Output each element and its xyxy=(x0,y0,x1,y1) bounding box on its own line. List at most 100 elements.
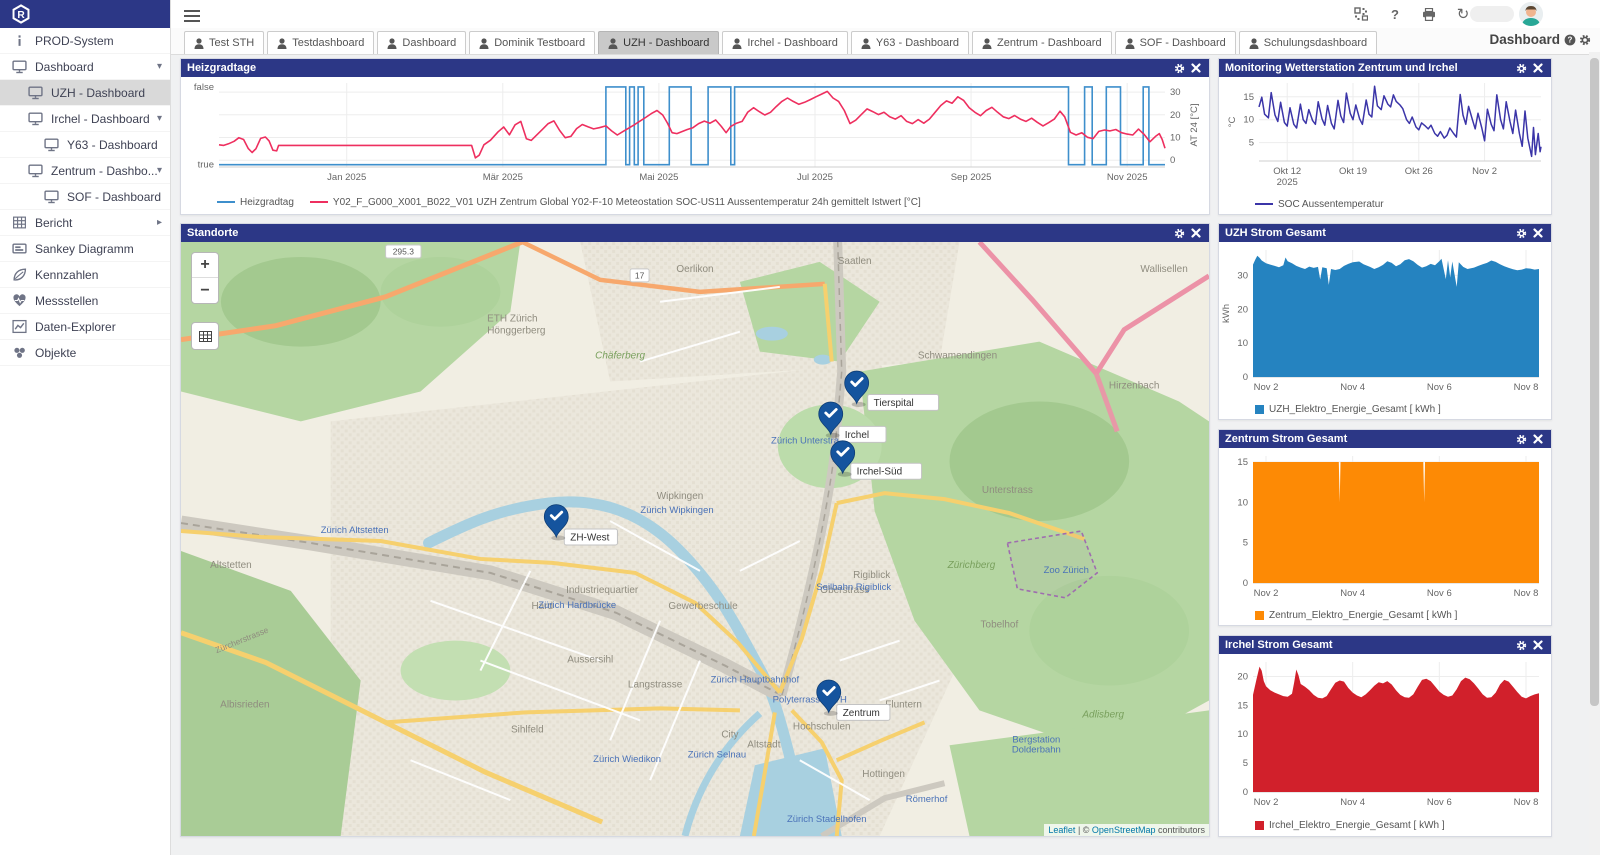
heizgradtage-chart[interactable]: Jan 2025 Mär 2025 Mai 2025 Jul 2025 Sep 2025… xyxy=(181,77,1209,189)
panel-uzh-strom-header[interactable]: UZH Strom Gesamt xyxy=(1219,224,1551,242)
sidebar-item-bericht[interactable]: Bericht ▸ xyxy=(0,210,170,236)
sidebar-item-irchel-dashboard[interactable]: Irchel - Dashboard ▾ xyxy=(0,106,170,132)
panel-settings-icon[interactable] xyxy=(1514,432,1528,446)
zentrum-strom-chart[interactable]: Nov 2 Nov 4 Nov 6 Nov 8 0 5 10 15 xyxy=(1219,448,1551,603)
monitor-icon xyxy=(28,111,43,126)
chevron-right-icon[interactable]: ▸ xyxy=(156,217,162,228)
panel-close-icon[interactable] xyxy=(1531,638,1545,652)
map-pin-icon[interactable] xyxy=(830,440,856,477)
user-area[interactable] xyxy=(1470,6,1514,22)
map-layers-button[interactable] xyxy=(191,322,219,350)
svg-text:R: R xyxy=(17,10,25,21)
svg-text:AT 24 [°C]: AT 24 [°C] xyxy=(1189,103,1200,146)
tab-uzh-dashboard[interactable]: UZH - Dashboard xyxy=(598,31,720,54)
menu-toggle-icon[interactable] xyxy=(184,7,200,22)
map-marker-irchel[interactable]: Irchel xyxy=(818,401,887,443)
panel-close-icon[interactable] xyxy=(1531,226,1545,240)
panel-body: Nov 2 Nov 4 Nov 6 Nov 8 0 10 20 30 kWh UZH_Elekt… xyxy=(1219,242,1551,419)
svg-text:20: 20 xyxy=(1237,671,1248,682)
tab-irchel-dashboard[interactable]: Irchel - Dashboard xyxy=(722,31,848,54)
leaflet-link[interactable]: Leaflet xyxy=(1048,825,1076,835)
irchel-strom-chart[interactable]: Nov 2 Nov 4 Nov 6 Nov 8 0 5 10 15 20 xyxy=(1219,654,1551,812)
sidebar-item-sof-dashboard[interactable]: SOF - Dashboard xyxy=(0,184,170,210)
panel-close-icon[interactable] xyxy=(1189,226,1203,240)
marker-tooltip: Tierspital xyxy=(867,393,940,411)
panel-settings-icon[interactable] xyxy=(1514,226,1528,240)
sidebar-item-objekte[interactable]: Objekte xyxy=(0,340,170,366)
panel-wetterstation-header[interactable]: Monitoring Wetterstation Zentrum und Irc… xyxy=(1219,59,1551,77)
map-marker-zh-west[interactable]: ZH-West xyxy=(543,504,618,546)
tab-y63-dashboard[interactable]: Y63 - Dashboard xyxy=(850,31,970,54)
sidebar-item-zentrum-dashbo[interactable]: Zentrum - Dashbo... ▾ xyxy=(0,158,170,184)
uzh-strom-chart[interactable]: Nov 2 Nov 4 Nov 6 Nov 8 0 10 20 30 kWh xyxy=(1219,242,1551,397)
map-pin-icon[interactable] xyxy=(816,679,842,716)
wetterstation-chart[interactable]: Okt 12 2025 Okt 19 Okt 26 Nov 2 5 10 15 °C xyxy=(1219,77,1551,191)
tab-label: Y63 - Dashboard xyxy=(875,37,960,49)
panel-settings-icon[interactable] xyxy=(1172,61,1186,75)
grid-view-icon[interactable] xyxy=(1348,4,1374,24)
sidebar-item-y63-dashboard[interactable]: Y63 - Dashboard xyxy=(0,132,170,158)
map-marker-irchel-s-d[interactable]: Irchel-Süd xyxy=(830,440,923,480)
osm-link[interactable]: OpenStreetMap xyxy=(1091,825,1156,835)
print-icon[interactable] xyxy=(1416,4,1442,24)
panel-irchel-strom-header[interactable]: Irchel Strom Gesamt xyxy=(1219,636,1551,654)
tab-label: Irchel - Dashboard xyxy=(747,37,838,49)
tab-zentrum-dashboard[interactable]: Zentrum - Dashboard xyxy=(972,31,1112,54)
panel-settings-icon[interactable] xyxy=(1172,226,1186,240)
scrollbar-thumb[interactable] xyxy=(1590,58,1599,706)
map-marker-zentrum[interactable]: Zentrum xyxy=(816,679,891,721)
legend-item[interactable]: Y02_F_G000_X001_B022_V01 UZH Zentrum Glo… xyxy=(309,197,921,208)
panel-heizgradtage-header[interactable]: Heizgradtage xyxy=(181,59,1209,77)
chevron-down-icon[interactable]: ▾ xyxy=(156,113,162,124)
page-scrollbar[interactable] xyxy=(1589,52,1600,855)
legend-item[interactable]: Zentrum_Elektro_Energie_Gesamt [ kWh ] xyxy=(1255,610,1457,621)
tab-sof-dashboard[interactable]: SOF - Dashboard xyxy=(1114,31,1236,54)
map-zoom-in-button[interactable]: + xyxy=(192,253,218,278)
map-forests xyxy=(181,242,1209,836)
map-zoom-out-button[interactable]: − xyxy=(192,278,218,303)
panel-zentrum-strom-header[interactable]: Zentrum Strom Gesamt xyxy=(1219,430,1551,448)
svg-text:15: 15 xyxy=(1237,457,1248,468)
sidebar-item-prod-system[interactable]: PROD-System xyxy=(0,28,170,54)
tab-dashboard[interactable]: Dashboard xyxy=(377,31,467,54)
panel-close-icon[interactable] xyxy=(1531,432,1545,446)
chevron-down-icon[interactable]: ▾ xyxy=(156,61,162,72)
sidebar-item-uzh-dashboard[interactable]: UZH - Dashboard xyxy=(0,80,170,106)
legend-item[interactable]: Heizgradtag xyxy=(217,197,294,208)
panel-settings-icon[interactable] xyxy=(1514,638,1528,652)
map-pin-icon[interactable] xyxy=(818,401,844,438)
title-settings-icon[interactable] xyxy=(1579,34,1591,46)
sidebar-item-kennzahlen[interactable]: Kennzahlen xyxy=(0,262,170,288)
tab-schulungsdashboard[interactable]: Schulungsdashboard xyxy=(1238,31,1378,54)
panel-settings-icon[interactable] xyxy=(1514,61,1528,75)
legend-item[interactable]: Irchel_Elektro_Energie_Gesamt [ kWh ] xyxy=(1255,820,1445,831)
sidebar-item-label: Dashboard xyxy=(35,59,94,74)
tab-testdashboard[interactable]: Testdashboard xyxy=(267,31,375,54)
map-place-label: Hard xyxy=(531,601,553,612)
chevron-down-icon[interactable]: ▾ xyxy=(156,165,162,176)
map-place-label: City xyxy=(721,729,738,740)
user-icon xyxy=(479,37,489,49)
legend-item[interactable]: UZH_Elektro_Energie_Gesamt [ kWh ] xyxy=(1255,404,1441,415)
legend-item[interactable]: SOC Aussentemperatur xyxy=(1255,199,1384,210)
map-place-label: Fluntern xyxy=(885,699,922,710)
panel-standorte-header[interactable]: Standorte xyxy=(181,224,1209,242)
map-canvas[interactable]: Oerlikon Saatlen Schwamendingen Hirzenbach W… xyxy=(181,242,1209,836)
map-pin-icon[interactable] xyxy=(844,370,870,407)
sidebar-item-sankey-diagramm[interactable]: Sankey Diagramm xyxy=(0,236,170,262)
sidebar-item-dashboard[interactable]: Dashboard ▾ xyxy=(0,54,170,80)
refresh-icon[interactable]: ↻ xyxy=(1456,6,1470,23)
sidebar-item-messstellen[interactable]: Messstellen xyxy=(0,288,170,314)
title-help-icon[interactable]: ? xyxy=(1564,34,1576,46)
tab-test-sth[interactable]: Test STH xyxy=(184,31,265,54)
map[interactable]: Oerlikon Saatlen Schwamendingen Hirzenbach W… xyxy=(181,242,1209,836)
app-logo-icon[interactable]: R xyxy=(8,1,34,27)
help-icon[interactable]: ? xyxy=(1391,6,1399,22)
panel-close-icon[interactable] xyxy=(1531,61,1545,75)
avatar[interactable] xyxy=(1519,2,1543,26)
tab-dominik-testboard[interactable]: Dominik Testboard xyxy=(469,31,596,54)
map-pin-icon[interactable] xyxy=(543,504,569,541)
map-marker-tierspital[interactable]: Tierspital xyxy=(844,370,940,411)
sidebar-item-daten-explorer[interactable]: Daten-Explorer xyxy=(0,314,170,340)
panel-close-icon[interactable] xyxy=(1189,61,1203,75)
